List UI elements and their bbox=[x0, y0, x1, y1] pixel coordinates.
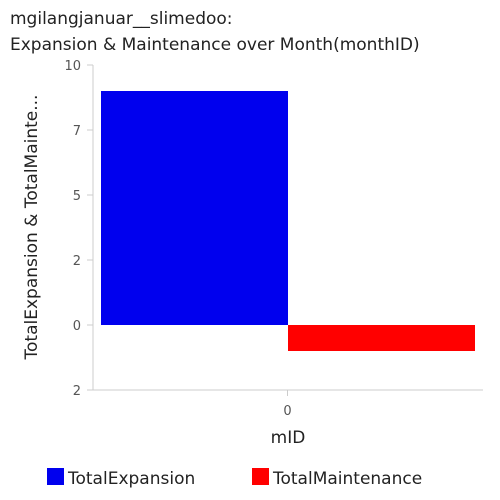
x-tick-label: 0 bbox=[283, 404, 291, 419]
legend-item-TotalMaintenance: TotalMaintenance bbox=[252, 468, 422, 489]
legend-label: TotalExpansion bbox=[67, 469, 195, 489]
y-tick-label: 5 bbox=[73, 189, 81, 204]
legend-swatch bbox=[47, 468, 64, 485]
y-tick-label: 10 bbox=[64, 59, 81, 74]
y-tick-label: 7 bbox=[73, 124, 81, 139]
legend-item-TotalExpansion: TotalExpansion bbox=[47, 468, 195, 489]
bar-TotalExpansion-0 bbox=[101, 91, 288, 325]
legend-label: TotalMaintenance bbox=[272, 469, 422, 489]
x-axis-title: mID bbox=[271, 428, 306, 448]
y-tick-label: 0 bbox=[73, 319, 81, 334]
y-tick-label: 2 bbox=[73, 254, 81, 269]
chart-title-line-2: Expansion & Maintenance over Month(month… bbox=[10, 35, 420, 55]
chart-title-line-1: mgilangjanuar__slimedoo: bbox=[10, 9, 233, 29]
chart-title: mgilangjanuar__slimedoo: Expansion & Mai… bbox=[10, 9, 420, 55]
legend-swatch bbox=[252, 468, 269, 485]
plot-area: 10 7 5 2 0 2 0 bbox=[64, 59, 483, 419]
legend: TotalExpansion TotalMaintenance bbox=[47, 468, 422, 489]
y-axis-title: TotalExpansion & TotalMainte... bbox=[22, 95, 42, 361]
y-tick-label: 2 bbox=[73, 384, 81, 399]
bar-TotalMaintenance-0 bbox=[288, 325, 475, 351]
